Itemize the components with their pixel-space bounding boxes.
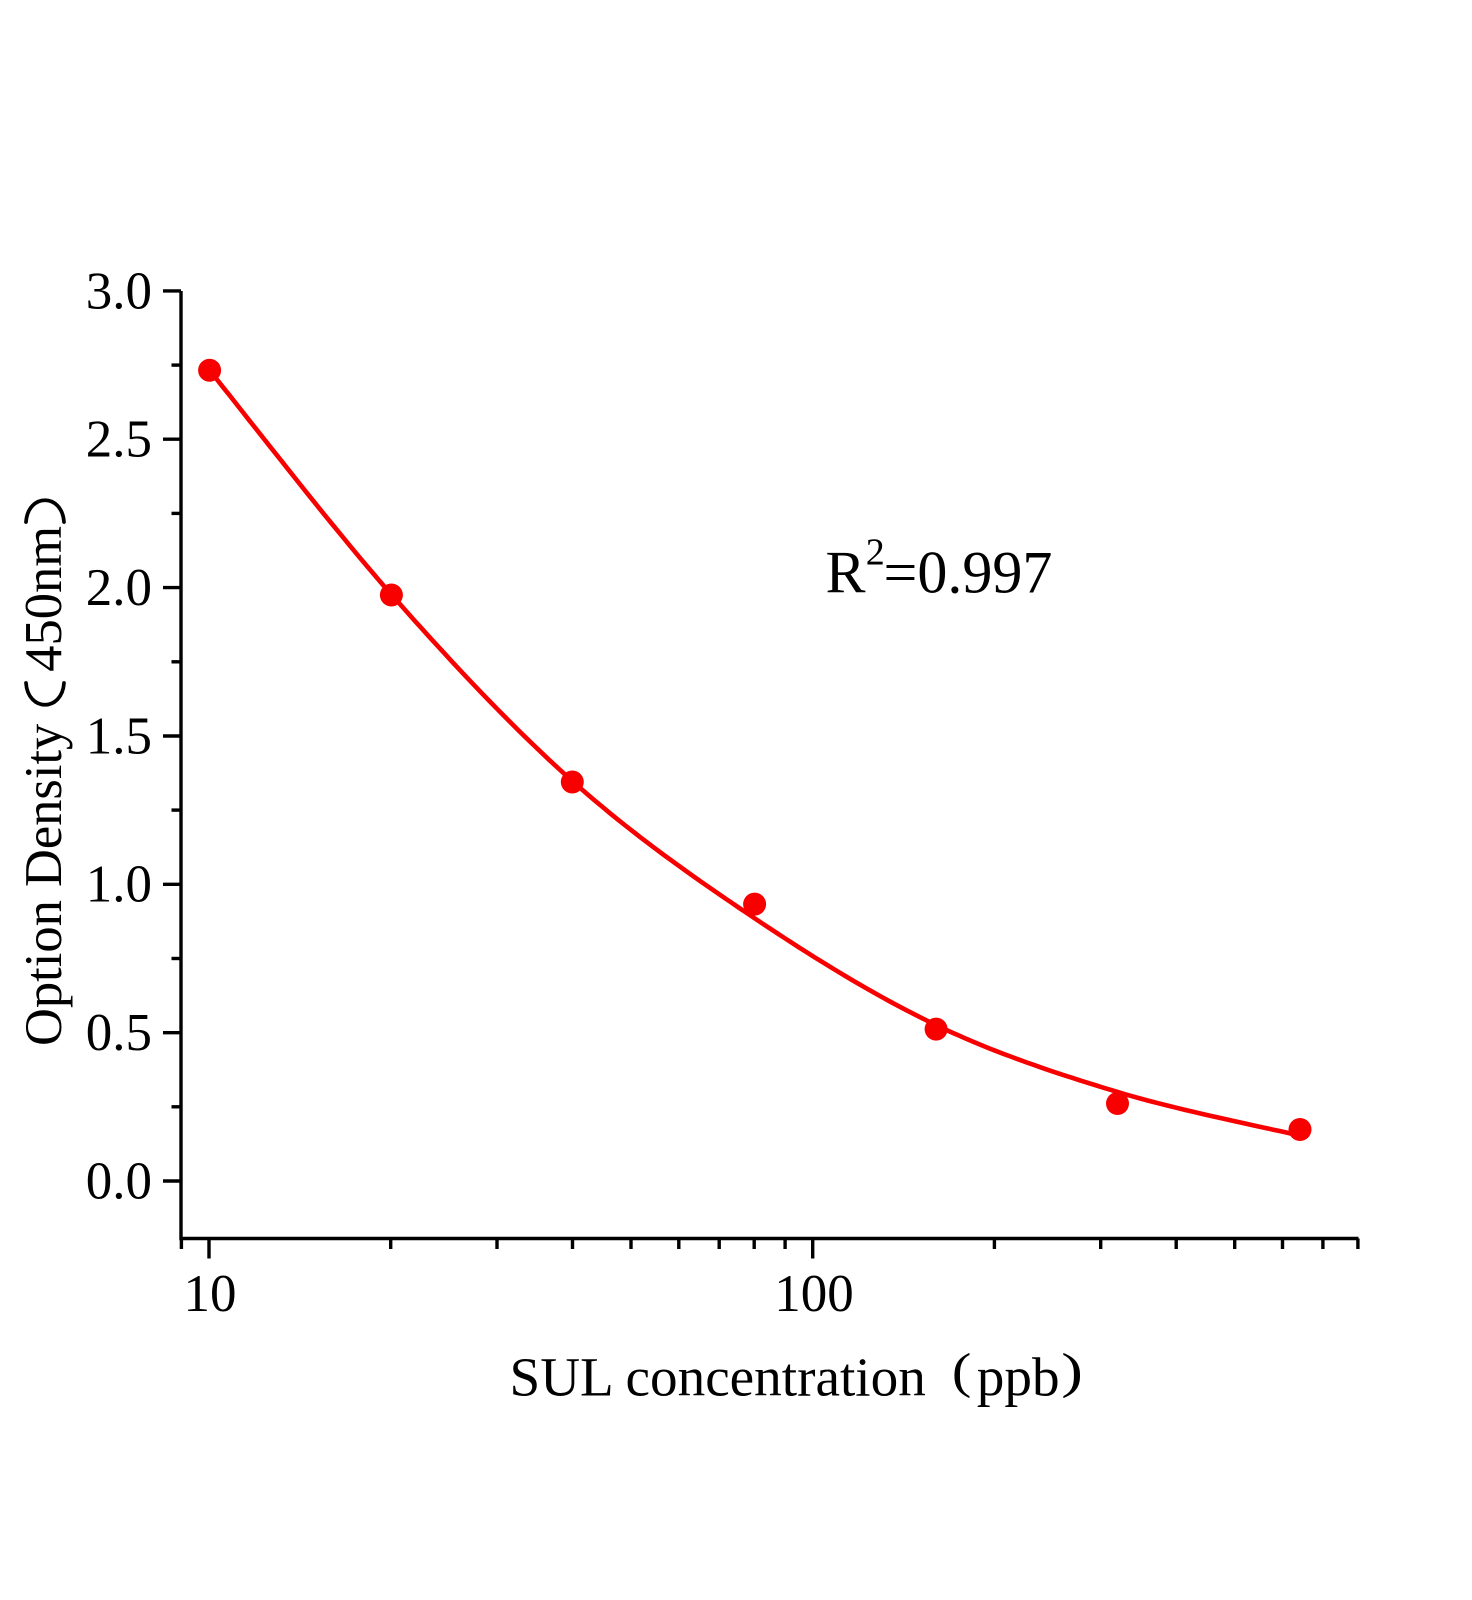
svg-text:0.0: 0.0 xyxy=(86,1152,152,1210)
svg-text:R: R xyxy=(826,539,866,605)
svg-text:(: ( xyxy=(952,1343,971,1398)
svg-text:ppb: ppb xyxy=(977,1347,1060,1408)
svg-text:0.5: 0.5 xyxy=(86,1004,152,1062)
svg-text:): ) xyxy=(1061,1343,1083,1399)
svg-text:SUL concentration: SUL concentration xyxy=(510,1347,926,1408)
svg-text:3.0: 3.0 xyxy=(86,262,152,320)
svg-text:10: 10 xyxy=(184,1265,237,1323)
svg-text:2.5: 2.5 xyxy=(86,411,152,469)
svg-text:100: 100 xyxy=(774,1265,854,1323)
svg-text:1.5: 1.5 xyxy=(86,707,152,765)
svg-text:450nm: 450nm xyxy=(15,526,73,672)
svg-text:2: 2 xyxy=(866,532,885,574)
svg-text:Option Density: Option Density xyxy=(15,723,73,1046)
svg-text:2.0: 2.0 xyxy=(86,559,152,617)
svg-text:=0.997: =0.997 xyxy=(884,539,1053,605)
svg-text:1.0: 1.0 xyxy=(86,856,152,914)
